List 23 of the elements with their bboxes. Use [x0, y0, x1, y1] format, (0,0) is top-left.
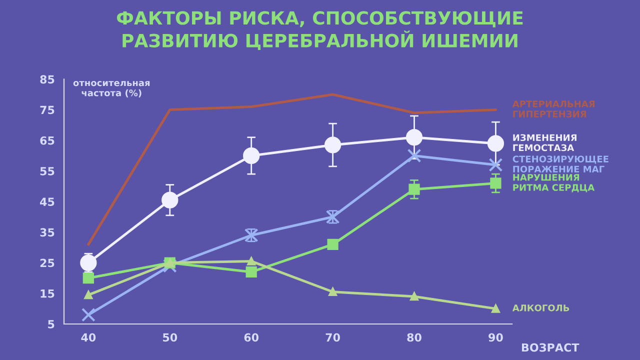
- series-label: АРТЕРИАЛЬНАЯ ГИПЕРТЕНЗИЯ: [512, 100, 595, 118]
- x-tick-label: 50: [163, 333, 178, 342]
- x-tick-label: 60: [244, 333, 259, 342]
- x-tick-label: 40: [81, 333, 96, 342]
- y-tick-label: 45: [40, 198, 54, 206]
- y-tick-label: 15: [40, 290, 54, 298]
- y-tick-label: 55: [40, 167, 54, 176]
- y-tick-label: 65: [40, 136, 54, 145]
- y-tick-label: 85: [40, 75, 54, 84]
- x-tick-label: 70: [326, 333, 340, 342]
- series-label: ИЗМЕНЕНИЯ ГЕМОСТАЗА: [513, 134, 576, 152]
- y-tick-label: 35: [40, 228, 54, 237]
- series-label: НАРУШЕНИЯ РИТМА СЕРДЦА: [513, 174, 595, 192]
- series-label: СТЕНОЗИРУЮЩЕЕ ПОРАЖЕНИЕ МАГ: [512, 156, 608, 173]
- chart-title: ФАКТОРЫ РИСКА, СПОСОБСТВУЮЩИЕ РАЗВИТИЮ ЦЕРЕБРАЛЬНОЙ ИШЕМИИ: [116, 11, 523, 50]
- y-tick-label: 5: [48, 320, 54, 328]
- x-tick-label: 80: [407, 333, 422, 342]
- y-axis-title: относительная частота (%): [73, 81, 150, 98]
- series-label: АЛКОГОЛЬ: [512, 304, 570, 312]
- y-tick-label: 75: [40, 106, 54, 114]
- y-tick-label: 25: [40, 258, 54, 268]
- x-tick-label: 90: [488, 333, 503, 342]
- x-axis-title: ВОЗРАСТ: [522, 343, 580, 352]
